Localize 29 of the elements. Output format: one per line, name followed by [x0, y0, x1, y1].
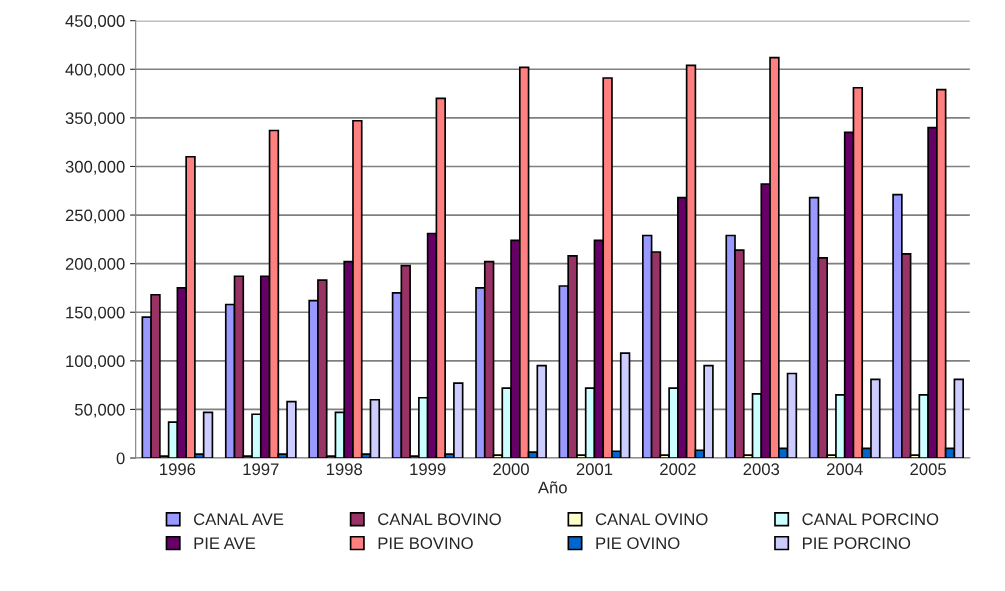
y-tick-label: 350,000 [65, 112, 125, 127]
y-tick-label: 200,000 [65, 258, 125, 272]
x-tick-label: 1997 [243, 463, 279, 476]
x-tick-label: 1999 [410, 463, 446, 476]
y-tick-label: 150,000 [66, 306, 125, 321]
y-tick-label: 300,000 [65, 160, 125, 175]
x-tick-label: 2005 [910, 463, 946, 476]
y-tick-label: 50,000 [74, 403, 125, 418]
x-tick-label: 2000 [493, 463, 529, 476]
legend-label: CANAL BOVINO [378, 513, 501, 526]
y-tick-label: 250,000 [65, 209, 125, 224]
legend-label: PIE BOVINO [378, 537, 473, 550]
legend-label: PIE PORCINO [803, 537, 911, 550]
x-tick-label: 2003 [743, 463, 780, 476]
y-tick-label: 450,000 [65, 15, 125, 29]
legend-label: CANAL AVE [194, 513, 284, 526]
y-tick-label: 0 [116, 452, 125, 465]
y-tick-label: 400,000 [65, 63, 125, 78]
x-tick-label: 2001 [576, 463, 613, 476]
legend-label: CANAL OVINO [595, 513, 708, 526]
x-tick-label: 1998 [326, 463, 363, 476]
x-tick-label: 2002 [660, 463, 696, 476]
legend-label: PIE OVINO [596, 537, 680, 550]
legend-label: PIE AVE [194, 537, 256, 549]
x-tick-label: 2004 [827, 463, 863, 476]
x-tick-label: 1996 [160, 463, 196, 476]
x-axis-title: Año [537, 481, 567, 494]
legend-label: CANAL PORCINO [802, 513, 939, 526]
y-tick-label: 100,000 [66, 355, 125, 370]
